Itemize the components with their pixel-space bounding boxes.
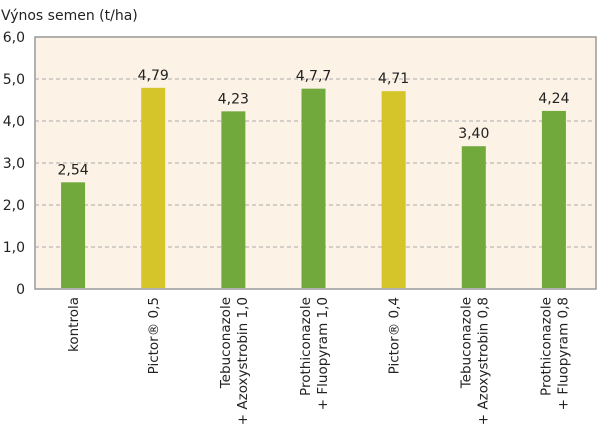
bar [541, 110, 566, 288]
x-tick-label: Tebuconazole + Azoxystrobin 0,8 [458, 297, 491, 425]
y-tick-label: 2,0 [3, 198, 25, 214]
data-label: 3,40 [458, 126, 489, 142]
bar [381, 91, 406, 289]
bar [141, 87, 166, 288]
x-tick-label-line: + Fluopyram 0,8 [555, 297, 571, 410]
y-tick-label: 0 [16, 282, 25, 298]
data-label: 4,7,7 [296, 69, 332, 85]
bar [221, 111, 246, 288]
x-tick-label-line: + Fluopyram 1,0 [315, 297, 331, 410]
x-tick-label-line: + Azoxystrobin 0,8 [475, 297, 491, 425]
bar [61, 182, 86, 288]
x-tick-label-line: Tebuconazole [218, 297, 234, 389]
x-tick-label-line: Prothiconazole [298, 297, 314, 396]
data-label: 4,23 [218, 91, 249, 107]
data-label: 4,24 [538, 91, 569, 107]
y-tick-label: 5,0 [3, 72, 25, 88]
x-tick-label: kontrola [66, 297, 82, 352]
data-label: 2,54 [57, 162, 88, 178]
x-tick-label: Tebuconazole + Azoxystrobin 1,0 [218, 297, 251, 425]
x-tick-label: Pictor® 0,5 [146, 297, 162, 374]
y-tick-label: 3,0 [3, 156, 25, 172]
x-tick-label-line: + Azoxystrobin 1,0 [235, 297, 251, 425]
bar [301, 88, 326, 288]
x-tick-label-line: kontrola [66, 297, 82, 352]
x-tick-label-line: Pictor® 0,4 [387, 297, 403, 374]
x-tick-label: Prothiconazole + Fluopyram 1,0 [298, 297, 331, 410]
y-tick-label: 1,0 [3, 240, 25, 256]
data-label: 4,71 [378, 71, 409, 87]
data-label: 4,79 [138, 68, 169, 84]
x-tick-label: Prothiconazole + Fluopyram 0,8 [538, 297, 571, 410]
x-tick-label: Pictor® 0,4 [387, 297, 403, 374]
bar [461, 146, 486, 288]
x-tick-label-line: Prothiconazole [538, 297, 554, 396]
y-axis-label: Výnos semen (t/ha) [1, 8, 138, 24]
x-tick-label-line: Pictor® 0,5 [146, 297, 162, 374]
x-tick-label-line: Tebuconazole [458, 297, 474, 389]
y-tick-label: 6,0 [3, 30, 25, 46]
y-tick-label: 4,0 [3, 114, 25, 130]
